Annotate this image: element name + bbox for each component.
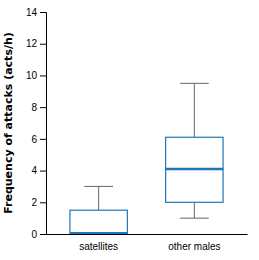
marks bbox=[70, 83, 223, 234]
box bbox=[70, 210, 127, 234]
y-tick-mark bbox=[40, 12, 46, 13]
y-tick-mark bbox=[40, 107, 46, 108]
y-tick-label: 14 bbox=[26, 7, 38, 18]
y-tick-mark bbox=[40, 44, 46, 45]
whisker-high bbox=[98, 186, 99, 210]
y-tick-label: 2 bbox=[31, 197, 37, 208]
y-tick: 4 bbox=[31, 165, 46, 176]
y-tick: 2 bbox=[31, 197, 46, 208]
median bbox=[166, 168, 223, 171]
y-axis-title: Frequency of attacks (acts/h) bbox=[2, 32, 15, 214]
plot-area: 0 2 4 6 8 10 12 14 satellites other males bbox=[26, 7, 248, 252]
x-tick: satellites bbox=[79, 241, 118, 252]
y-tick: 14 bbox=[26, 7, 46, 18]
y-tick: 0 bbox=[31, 229, 46, 240]
x-axis: satellites other males bbox=[47, 235, 248, 253]
y-tick: 8 bbox=[31, 102, 46, 113]
y-axis: 0 2 4 6 8 10 12 14 bbox=[26, 7, 47, 240]
y-tick: 6 bbox=[31, 134, 46, 145]
x-tick-label: satellites bbox=[79, 241, 118, 252]
cap-high bbox=[84, 186, 113, 187]
cap-high bbox=[180, 83, 209, 84]
x-tick: other males bbox=[168, 241, 220, 252]
y-tick-label: 6 bbox=[31, 134, 37, 145]
y-tick: 12 bbox=[26, 38, 46, 49]
y-tick-mark bbox=[40, 171, 46, 172]
x-axis-line bbox=[47, 234, 248, 235]
y-tick-mark bbox=[40, 139, 46, 140]
y-tick-label: 4 bbox=[31, 165, 37, 176]
y-tick-mark bbox=[40, 75, 46, 76]
box-group bbox=[70, 186, 127, 234]
box-group bbox=[166, 83, 223, 218]
box bbox=[166, 137, 223, 202]
y-tick-label: 12 bbox=[26, 38, 38, 49]
y-tick-label: 8 bbox=[31, 102, 37, 113]
y-tick: 10 bbox=[26, 70, 46, 81]
y-tick-label: 10 bbox=[26, 70, 38, 81]
y-tick-mark bbox=[40, 202, 46, 203]
whisker-high bbox=[194, 83, 195, 137]
y-tick-label: 0 bbox=[31, 229, 37, 240]
whisker-low bbox=[194, 202, 195, 218]
cap-low bbox=[180, 218, 209, 219]
y-tick-mark bbox=[40, 234, 46, 235]
chart: 0 2 4 6 8 10 12 14 satellites other males Frequenc… bbox=[0, 0, 259, 260]
y-axis-line bbox=[40, 13, 47, 235]
x-tick-label: other males bbox=[168, 241, 220, 252]
median bbox=[70, 232, 127, 234]
